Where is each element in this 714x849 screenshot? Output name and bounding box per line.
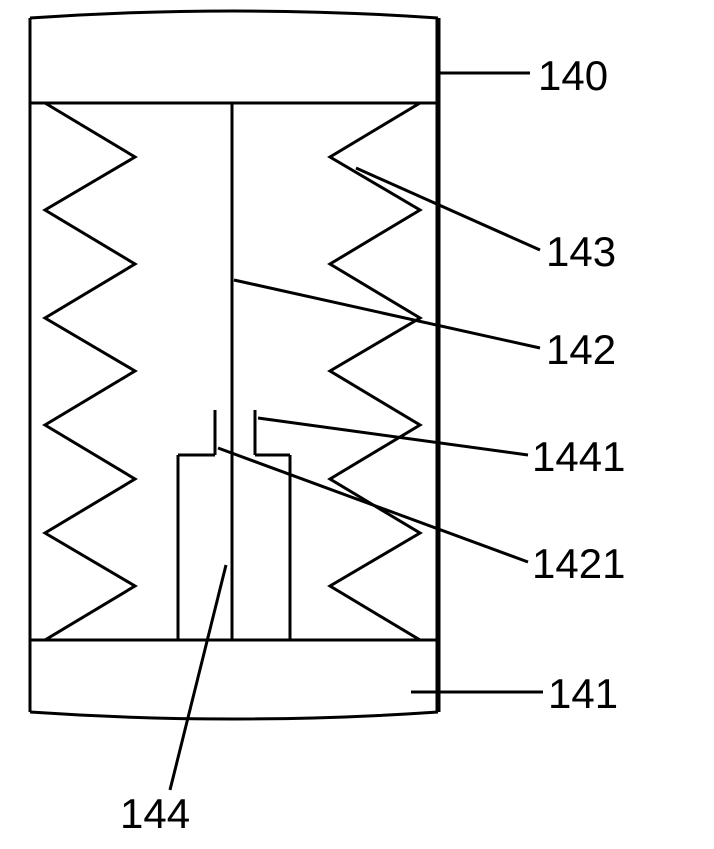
label-140: 140 bbox=[538, 52, 608, 100]
label-143: 143 bbox=[546, 228, 616, 276]
top-arc bbox=[30, 11, 438, 18]
label-1441: 1441 bbox=[532, 433, 625, 481]
right-spring bbox=[330, 103, 420, 640]
leader-1421 bbox=[218, 448, 528, 562]
label-142: 142 bbox=[546, 326, 616, 374]
label-1421: 1421 bbox=[532, 540, 625, 588]
leader-143 bbox=[356, 168, 540, 250]
left-spring bbox=[45, 103, 135, 640]
diagram-svg bbox=[0, 0, 714, 849]
label-144: 144 bbox=[120, 790, 190, 838]
bottom-arc bbox=[30, 712, 438, 719]
label-141: 141 bbox=[548, 670, 618, 718]
leader-1441 bbox=[258, 418, 528, 455]
